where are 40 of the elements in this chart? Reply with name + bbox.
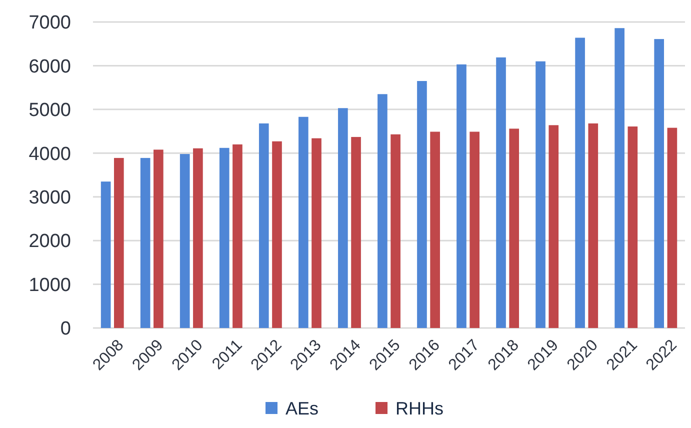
bar: [100, 182, 111, 328]
bar: [114, 158, 124, 328]
y-tick-label: 7000: [28, 12, 71, 34]
bar: [258, 123, 269, 328]
bar: [351, 136, 361, 328]
bar: [180, 154, 190, 328]
bar: [272, 141, 282, 328]
bar: [338, 108, 348, 328]
bar: [628, 126, 638, 328]
bar: [456, 64, 466, 328]
y-tick-label: 1000: [28, 274, 71, 296]
bar: [193, 148, 203, 328]
bar: [378, 94, 388, 328]
bar: [430, 132, 440, 328]
bar: [219, 148, 230, 328]
bar: [536, 61, 546, 328]
bar: [614, 28, 624, 328]
bar: [298, 116, 308, 328]
y-tick-label: 5000: [28, 100, 71, 122]
bar: [417, 81, 427, 328]
legend-label: AEs: [286, 398, 319, 418]
bar: [154, 150, 164, 328]
bar: [654, 39, 664, 328]
bar: [575, 38, 585, 328]
bar: [496, 57, 506, 328]
y-tick-label: 6000: [28, 56, 71, 78]
bar: [470, 132, 480, 328]
bar: [548, 125, 559, 328]
y-tick-label: 2000: [28, 231, 71, 252]
bar: [509, 128, 520, 328]
bar: [588, 123, 598, 328]
y-tick-label: 3000: [28, 188, 71, 209]
bar: [312, 138, 322, 328]
bar: [667, 128, 678, 328]
legend-label: RHHs: [396, 398, 444, 418]
y-tick-label: 0: [60, 318, 71, 340]
y-tick-label: 4000: [28, 144, 71, 165]
bar: [232, 144, 242, 328]
bar: [140, 158, 150, 328]
bar: [390, 134, 400, 328]
